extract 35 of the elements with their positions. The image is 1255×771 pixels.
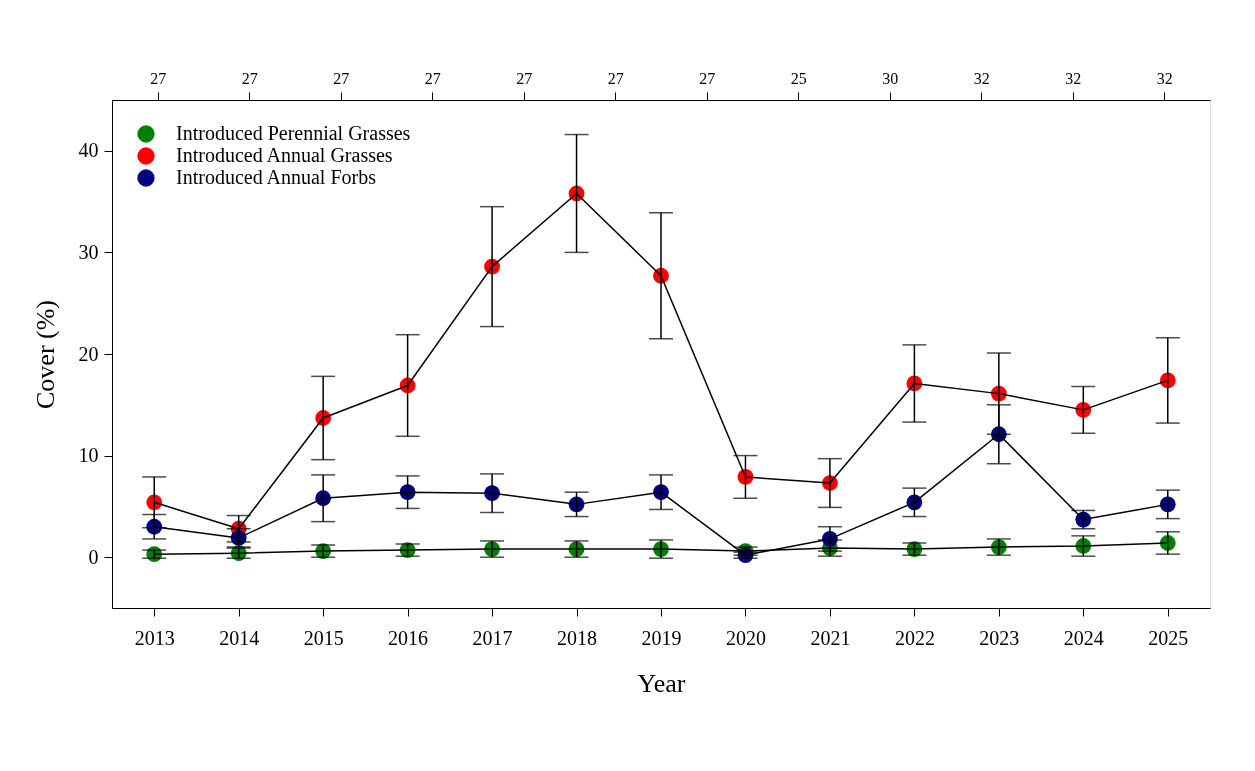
text: 27 — [241, 69, 258, 87]
y-tick-label: 10 — [78, 444, 99, 467]
x-tick-label: 2020 — [725, 626, 766, 649]
x-tick-label: 2022 — [894, 626, 935, 649]
text: 27 — [607, 69, 624, 87]
legend-label: Introduced Annual Grasses — [176, 144, 393, 166]
y-tick-label: 20 — [78, 342, 99, 365]
text: 27 — [424, 69, 441, 87]
text: 27 — [150, 69, 167, 87]
x-tick-label: 2024 — [1063, 626, 1104, 649]
x-tick-label: 2016 — [388, 626, 429, 649]
text: 27 — [516, 69, 533, 87]
x-tick-label: 2017 — [472, 626, 513, 649]
legend-label: Introduced Annual Forbs — [176, 166, 377, 188]
text: 25 — [790, 69, 807, 87]
text: 32 — [973, 69, 990, 87]
x-tick-label: 2021 — [810, 626, 851, 649]
y-tick-label: 30 — [78, 240, 99, 263]
y-axis-title: Cover (%) — [30, 299, 60, 410]
x-tick-label: 2019 — [641, 626, 682, 649]
text: 27 — [699, 69, 716, 87]
text: 30 — [882, 69, 899, 87]
x-tick-label: 2025 — [1148, 626, 1189, 649]
x-tick-label: 2023 — [979, 626, 1020, 649]
legend-label: Introduced Perennial Grasses — [176, 122, 411, 144]
x-axis-title: Year — [637, 668, 686, 698]
x-tick-label: 2013 — [134, 626, 175, 649]
x-tick-label: 2015 — [303, 626, 344, 649]
text: 27 — [333, 69, 350, 87]
y-tick-label: 0 — [88, 545, 99, 568]
text: 32 — [1065, 69, 1082, 87]
x-tick-label: 2018 — [557, 626, 598, 649]
y-tick-label: 40 — [78, 139, 99, 162]
x-tick-label: 2014 — [219, 626, 260, 649]
text: 32 — [1156, 69, 1173, 87]
